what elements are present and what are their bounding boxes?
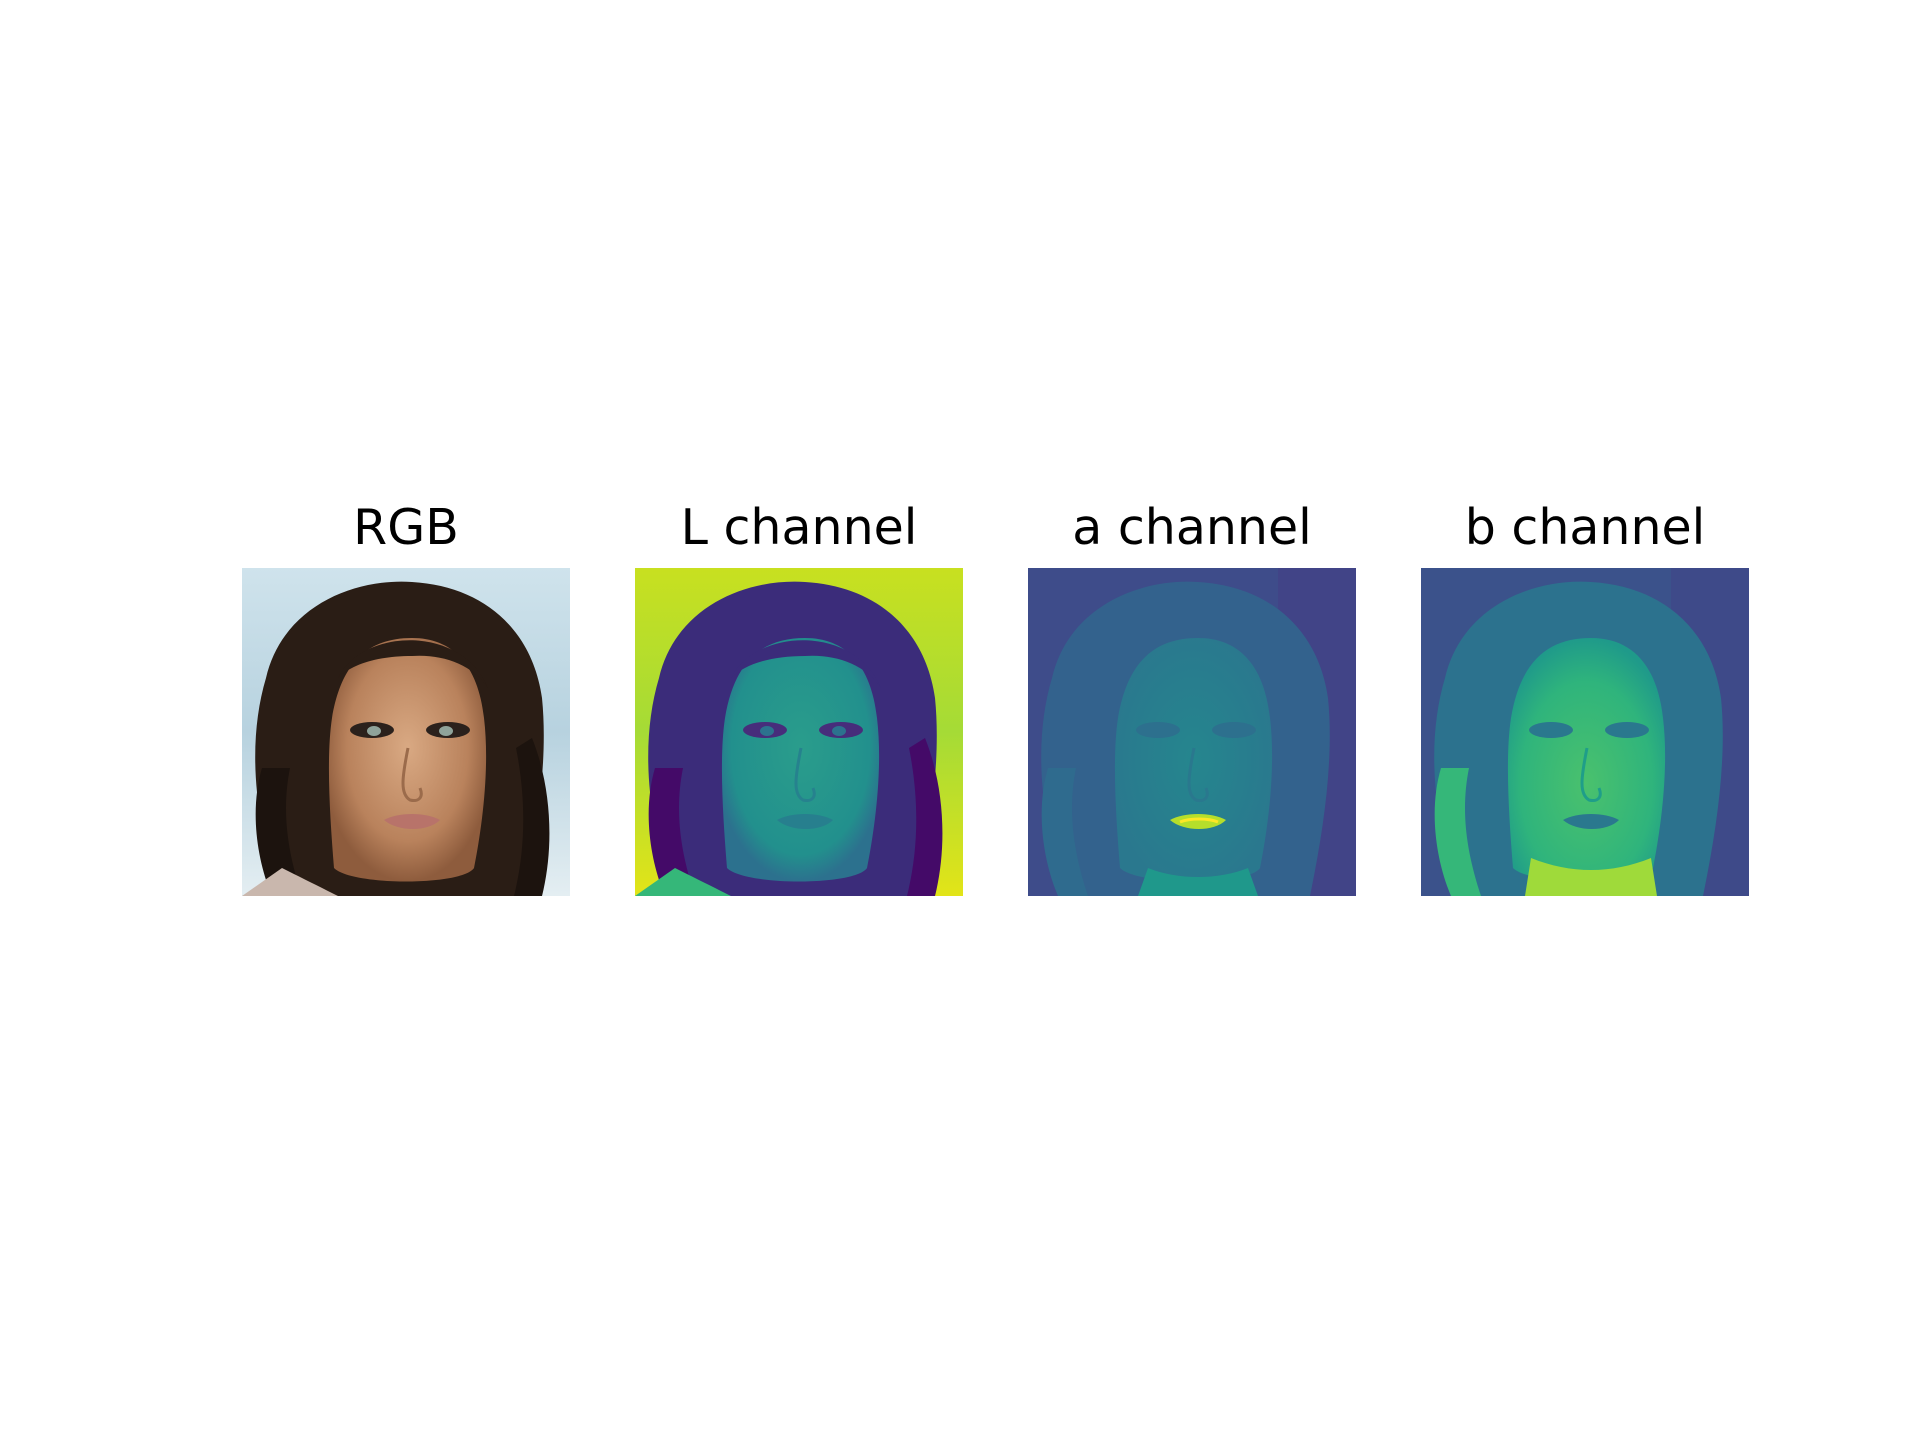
rgb-image <box>242 568 570 896</box>
b-channel-image <box>1421 568 1749 896</box>
panel-rgb: RGB <box>242 496 570 896</box>
panel-title-b-channel: b channel <box>1464 499 1706 556</box>
l-channel-image <box>635 568 963 896</box>
panel-title-l-channel: L channel <box>680 499 918 556</box>
panel-title-a-channel: a channel <box>1072 499 1312 556</box>
panel-a-channel: a channel <box>1028 496 1356 896</box>
a-channel-image <box>1028 568 1356 896</box>
panel-b-channel: b channel <box>1421 496 1749 896</box>
panel-l-channel: L channel <box>635 496 963 896</box>
panel-title-rgb: RGB <box>353 499 459 556</box>
